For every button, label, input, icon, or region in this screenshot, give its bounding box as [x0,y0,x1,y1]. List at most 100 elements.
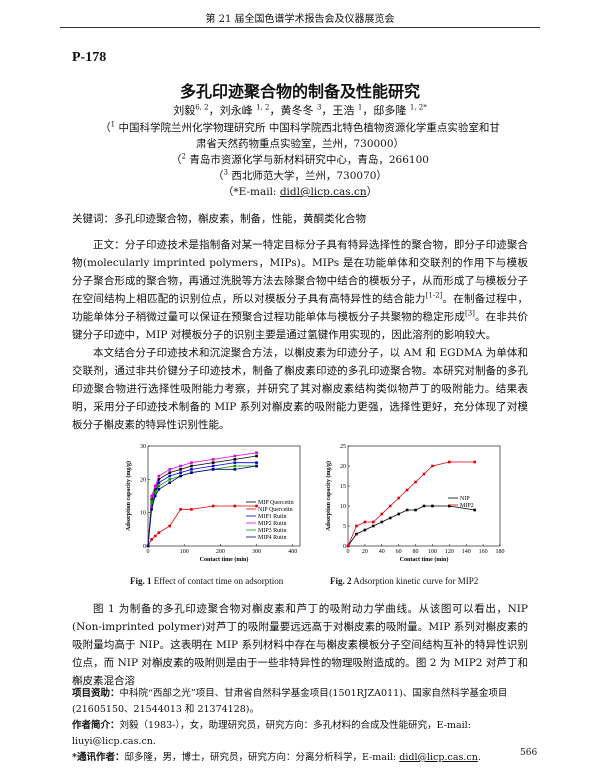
y-tick-label: 0 [343,544,346,550]
keywords-label: 关键词： [72,213,114,225]
legend-label: NIP [460,496,470,502]
legend-label: MIP2 Rutin [258,521,287,527]
figure-caption: Fig. 1 Effect of contact time on adsorpt… [130,576,283,586]
data-point [150,508,153,511]
data-point [233,454,237,458]
data-point [157,474,161,478]
y-tick-label: 10 [340,504,346,510]
x-tick-label: 80 [413,549,419,555]
figure-2: 0 20 40 60 80 100 120 140 160 180 0 5 10 15 20 25 Contac… [325,444,505,563]
y-tick-label: 20 [340,464,346,470]
data-point [233,464,237,468]
affiliation: （1 中国科学院兰州化学物理研究所 中国科学院西北特色植物资源化学重点实验室和甘… [95,120,505,152]
data-point [168,468,172,471]
y-tick-label: 10 [140,511,146,517]
y-axis-label: Adsorption capacity (mg/g) [325,461,332,531]
paragraph: 正文：分子印迹技术是指制备对某一特定目标分子具有特异选择性的聚合物，即分子印迹聚… [72,236,528,344]
data-point [157,488,161,491]
data-point [211,468,215,471]
data-point [355,532,358,536]
text-run: 本文结合分子印迹技术和沉淀聚合方法，以槲皮素为印迹分子，以 AM 和 EGDMA… [72,347,528,431]
keywords: 关键词：多孔印迹聚合物，槲皮素，制备，性能，黄酮类化合物 [72,211,366,226]
series-line [347,461,475,547]
paragraph: 图 1 为制备的多孔印迹聚合物对槲皮素和芦丁的吸附动力学曲线。从该图可以看出，N… [72,600,528,690]
superscript: 3 [316,103,322,112]
superscript: [3] [464,309,475,318]
x-tick-label: 100 [180,549,189,555]
figure-caption: Fig. 2 Adsorption kinetic curve for MIP2 [330,576,478,586]
superscript: 6, 2 [195,103,209,112]
text-run: ，黄冬冬 [269,104,317,117]
affiliations: （1 中国科学院兰州化学物理研究所 中国科学院西北特色植物资源化学重点实验室和甘… [95,120,505,200]
text-run: . [477,752,481,763]
data-point [414,480,417,484]
data-point [448,460,451,464]
data-point [153,491,157,494]
plot-frame [347,445,501,547]
data-point [168,474,172,478]
data-point [153,488,157,491]
data-point [179,508,182,511]
x-tick-label: 0 [347,549,350,555]
y-tick-label: 15 [340,484,346,490]
data-point [153,534,157,538]
data-point [168,471,172,474]
data-point [363,520,367,524]
x-tick-label: 200 [216,549,225,555]
data-point [179,474,182,478]
y-tick-label: 5 [343,524,346,530]
x-tick-label: 140 [462,549,471,555]
legend-label: MIP1 Rutin [258,514,287,520]
affiliation: （3 西北师范大学，兰州，730070） [95,168,505,184]
data-point [157,531,161,534]
data-point [431,464,434,468]
data-point [153,484,157,488]
data-point [422,472,426,476]
footnotes: 项目资助：中科院“西部之光”项目、甘肃省自然科学基金项目(1501RJZA011… [72,686,528,766]
data-point [153,494,157,498]
legend-label: MIP Quercetin [258,500,294,506]
data-point [363,528,367,532]
data-point [431,504,434,508]
legend-label: NIP Quercetin [258,507,293,513]
footnote-label: 项目资助： [72,688,120,699]
x-tick-label: 120 [445,549,454,555]
affiliation: （2 青岛市资源化学与新材料研究中心，青岛，266100 [95,152,505,168]
caption-text: Adsorption kinetic curve for MIP2 [351,576,479,586]
footnote-label: *通讯作者： [72,752,125,763]
data-point [422,504,426,508]
data-point [448,504,451,508]
data-point [146,544,150,548]
superscript: 1 [110,120,116,129]
data-point [380,512,384,516]
data-point [168,524,172,528]
data-point [255,464,258,468]
footnote: 作者简介：刘毅（1983-），女，助理研究员，研究方向：多孔材料的合成及性能研究… [72,718,528,750]
email: didl@licp.cas.cn [399,752,478,763]
data-point [255,454,258,458]
data-point [150,501,153,504]
text-run: ，刘永峰 [208,104,257,117]
data-point [255,461,258,464]
figure-1: 0 100 200 300 400 0 10 20 30 Contact time (min) Ad… [125,444,301,563]
data-point [233,468,237,471]
data-point [473,460,476,464]
legend-label: MIP2 [460,503,474,509]
text-run: ） [366,186,378,198]
data-point [233,458,237,461]
data-point [405,488,409,492]
x-tick-label: 300 [252,549,261,555]
data-point [380,520,384,524]
data-point [211,461,215,464]
data-point [372,524,375,528]
superscript: [1-2] [425,291,443,300]
authors: 刘毅6, 2，刘永峰 1, 2，黄冬冬 3，王浩 1，邸多隆 1, 2* [0,102,600,118]
superscript: 3 [223,168,229,177]
data-point [255,451,258,454]
data-point [211,458,215,461]
text-run: 青岛市资源化学与新材料研究中心，青岛，266100 [186,154,429,166]
text-run: ，王浩 [321,104,358,117]
paper-code: P-178 [72,50,107,65]
email: didl@licp.cas.cn [279,186,367,198]
